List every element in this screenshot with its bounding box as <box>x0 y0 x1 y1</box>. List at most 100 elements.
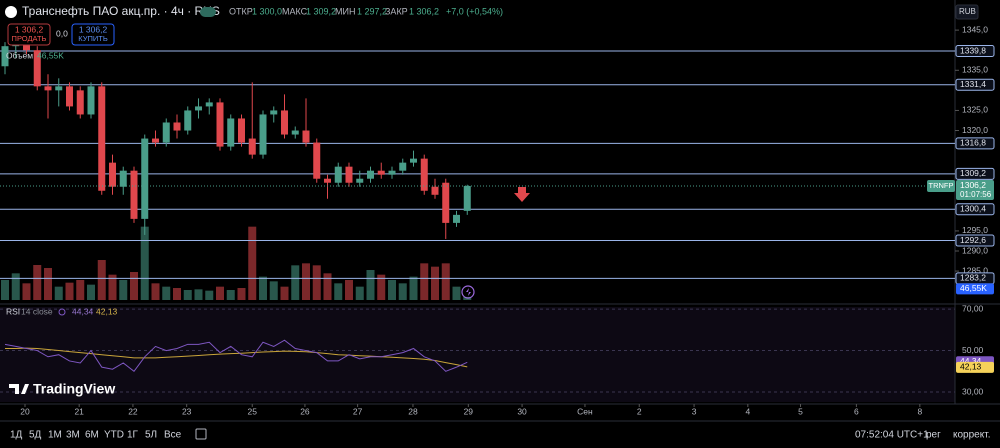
level-label-box <box>955 203 995 216</box>
sell-button[interactable] <box>7 23 51 46</box>
x-tick-label: 2 <box>637 406 642 416</box>
y-tick-label: 1290,0 <box>962 245 988 255</box>
candle-body <box>227 118 235 147</box>
volume-bar <box>76 280 85 300</box>
volume-label: Объём <box>6 50 33 60</box>
volume-axis-label: 46,55K <box>960 283 987 293</box>
candle-body <box>313 142 321 179</box>
level-label: 1316,8 <box>960 138 986 148</box>
rsi-label: RSI <box>6 306 20 316</box>
period-button[interactable]: 1Д <box>10 430 23 441</box>
period-button[interactable]: 3М <box>66 430 80 441</box>
symbol-title[interactable]: Транснефть ПАО акц.пр. · 4ч · RUS <box>22 4 220 18</box>
candle-body <box>162 122 170 143</box>
candle-body <box>377 170 385 175</box>
rsi-params: 14 close <box>21 306 53 316</box>
clock: 07:52:04 UTC+1 <box>855 430 929 441</box>
candle-body <box>119 170 127 187</box>
candle-body <box>463 185 471 211</box>
volume-bar <box>248 226 257 300</box>
candle-body <box>130 170 138 219</box>
candle-body <box>44 86 52 91</box>
period-button[interactable]: 5Л <box>145 430 157 441</box>
x-tick-label: 22 <box>128 406 138 416</box>
x-tick-label: 21 <box>74 406 84 416</box>
calendar-icon[interactable] <box>195 428 207 440</box>
currency-box[interactable] <box>955 4 979 20</box>
volume-bar <box>409 276 418 300</box>
period-button[interactable]: 5Д <box>29 430 42 441</box>
adjust[interactable]: коррект. <box>953 430 990 441</box>
period-button[interactable]: Все <box>164 430 182 441</box>
volume-value: 46,55K <box>37 50 64 60</box>
volume-bar <box>269 281 278 300</box>
volume-label-box <box>956 283 994 295</box>
period-button[interactable]: 1Г <box>127 430 139 441</box>
ohlc-value: 1 297,2 <box>357 6 387 16</box>
volume-bar <box>291 265 300 300</box>
currency[interactable]: RUB <box>959 7 976 16</box>
spread: 0,0 <box>56 28 68 38</box>
candle-body <box>410 158 417 163</box>
candle-body <box>248 138 256 155</box>
rsi-tick-label: 30,00 <box>962 386 984 396</box>
period-button[interactable]: 6М <box>85 430 99 441</box>
volume-bar <box>431 266 439 300</box>
rsi-value: 44,34 <box>72 306 94 316</box>
volume-bar <box>1 280 9 300</box>
ohlc-label: ЗАКР <box>385 6 408 16</box>
period-button[interactable]: 1М <box>48 430 62 441</box>
volume-bar <box>183 290 192 300</box>
rsi-pane <box>0 307 955 402</box>
volume-bar <box>388 280 396 300</box>
sell-label[interactable]: ПРОДАТЬ <box>12 34 47 43</box>
level-label: 1331,4 <box>960 79 986 89</box>
volume-bar <box>345 280 353 300</box>
level-label-box <box>955 167 995 180</box>
buy-button[interactable] <box>71 23 115 46</box>
y-tick-label: 1285,0 <box>962 265 988 275</box>
candle-body <box>356 178 364 183</box>
volume-bar <box>151 283 160 300</box>
toggle[interactable] <box>200 7 216 17</box>
candle-body <box>334 166 342 183</box>
sell-price[interactable]: 1 306,2 <box>15 24 44 34</box>
x-tick-label: 4 <box>745 406 750 416</box>
candle-body <box>109 162 116 187</box>
candle-body <box>270 110 278 115</box>
volume-bar <box>398 283 407 300</box>
buy-price[interactable]: 1 306,2 <box>79 24 108 34</box>
ohlc-label: МАКС <box>282 6 308 16</box>
buy-label[interactable]: КУПИТЬ <box>78 34 108 43</box>
volume-bar <box>441 263 450 300</box>
y-tick-label: 1345,0 <box>962 24 988 34</box>
candle-body <box>205 102 213 107</box>
rsi-tick-label: 50,00 <box>962 345 984 355</box>
x-tick-label: 30 <box>517 406 527 416</box>
candle-body <box>291 130 299 135</box>
volume-bar <box>216 286 224 300</box>
volume-bar <box>87 284 95 300</box>
candle-body <box>66 86 73 107</box>
volume-bar <box>130 272 138 300</box>
volume-bar <box>108 274 117 300</box>
rsi-ma-axis-label: 42,13 <box>960 362 982 372</box>
y-tick-label: 1335,0 <box>962 65 988 75</box>
candle-body <box>453 214 460 223</box>
event-icon[interactable] <box>461 285 475 299</box>
session[interactable]: рег <box>926 430 941 441</box>
x-tick-label: 27 <box>353 406 363 416</box>
rsi-ma-label-box <box>956 361 994 373</box>
level-label: 1283,2 <box>960 273 986 283</box>
period-button[interactable]: YTD <box>104 430 124 441</box>
volume-bar <box>162 286 171 300</box>
rsi-axis-label: 44,34 <box>960 356 982 366</box>
symbol-box <box>927 179 955 192</box>
ohlc-value: 1 306,2 <box>409 6 439 16</box>
volume-bar <box>377 274 386 300</box>
candle-body <box>152 138 159 143</box>
level-label-box <box>955 45 995 58</box>
volume-bar <box>366 270 375 300</box>
volume-bar <box>22 283 31 300</box>
